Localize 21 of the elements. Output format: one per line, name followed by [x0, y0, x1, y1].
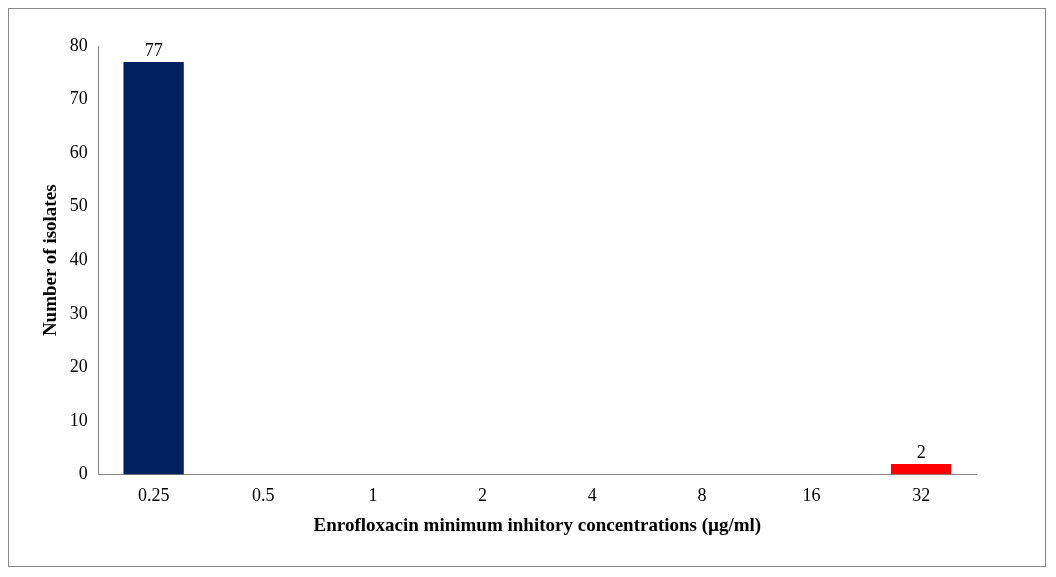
y-tick-label: 0	[78, 463, 88, 484]
y-tick-label: 10	[69, 409, 88, 430]
x-tick-label: 2	[478, 485, 488, 506]
y-tick-label: 30	[69, 302, 88, 323]
x-tick-label: 0.5	[252, 485, 275, 506]
data-label: 2	[916, 441, 926, 462]
x-tick-label: 1	[368, 485, 378, 506]
y-tick-label: 20	[69, 356, 88, 377]
x-tick-label: 0.25	[137, 485, 170, 506]
y-tick-label: 50	[69, 195, 88, 216]
x-tick-label: 4	[587, 485, 597, 506]
data-label: 77	[144, 39, 163, 60]
y-tick-label: 80	[69, 34, 88, 55]
y-axis-title: Number of isolates	[39, 184, 61, 337]
y-tick-label: 60	[69, 141, 88, 162]
x-axis-title: Enrofloxacin minimum inhitory concentrations (µg/ml)	[313, 513, 762, 536]
x-tick-label: 16	[802, 485, 821, 506]
y-tick-label: 70	[69, 88, 88, 109]
x-tick-label: 32	[912, 485, 931, 506]
x-tick-label: 8	[697, 485, 707, 506]
y-tick-label: 40	[69, 249, 88, 270]
